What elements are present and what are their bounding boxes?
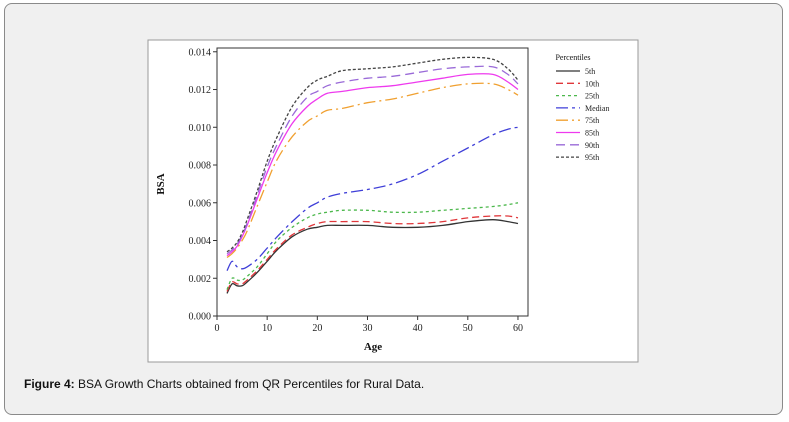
legend-label-5th: 5th <box>585 67 595 76</box>
y-tick-label: 0.006 <box>189 198 212 209</box>
x-tick-label: 10 <box>262 323 272 334</box>
x-tick-label: 60 <box>513 323 523 334</box>
x-axis-title: Age <box>364 341 382 353</box>
y-tick-label: 0.008 <box>189 161 212 172</box>
series-line-90th <box>226 65 519 255</box>
y-tick-label: 0.000 <box>189 312 212 323</box>
series-line-10th <box>226 215 519 292</box>
legend-title: Percentiles <box>555 53 590 62</box>
x-tick-label: 40 <box>413 323 423 334</box>
legend-label-25th: 25th <box>585 92 599 101</box>
figure-caption: Figure 4: BSA Growth Charts obtained fro… <box>24 377 424 391</box>
legend-label-10th: 10th <box>585 79 599 88</box>
x-tick-label: 50 <box>463 323 473 334</box>
series-line-median <box>226 126 519 272</box>
plot-area <box>216 47 529 317</box>
x-tick-label: 30 <box>362 323 372 334</box>
series-line-95th <box>226 56 519 253</box>
y-tick-label: 0.010 <box>189 123 212 134</box>
x-tick-label: 0 <box>215 323 220 334</box>
series-line-85th <box>226 73 519 257</box>
series-line-25th <box>226 202 519 290</box>
y-tick-label: 0.012 <box>189 85 212 96</box>
x-tick-label: 20 <box>312 323 322 334</box>
legend-label-95th: 95th <box>585 153 599 162</box>
legend-label-median: Median <box>585 104 609 113</box>
y-tick-label: 0.004 <box>189 236 212 247</box>
legend-label-75th: 75th <box>585 116 599 125</box>
y-axis: 0.000 0.002 0.004 0.006 0.008 0.010 0.012 0.014 <box>189 47 217 323</box>
series-line-75th <box>226 82 519 259</box>
x-axis: 0 10 20 30 40 50 60 <box>215 316 523 334</box>
legend-label-85th: 85th <box>585 129 599 138</box>
series-lines <box>226 56 519 294</box>
caption-text: BSA Growth Charts obtained from QR Perce… <box>74 377 425 391</box>
y-tick-label: 0.002 <box>189 274 212 285</box>
legend: Percentiles 5th 10th 25th Median 75th 85th 90t… <box>555 53 609 162</box>
caption-label: Figure 4: <box>24 377 75 391</box>
y-tick-label: 0.014 <box>189 47 212 58</box>
legend-label-90th: 90th <box>585 141 599 150</box>
series-line-5th <box>226 219 519 294</box>
y-axis-title: BSA <box>155 173 167 194</box>
